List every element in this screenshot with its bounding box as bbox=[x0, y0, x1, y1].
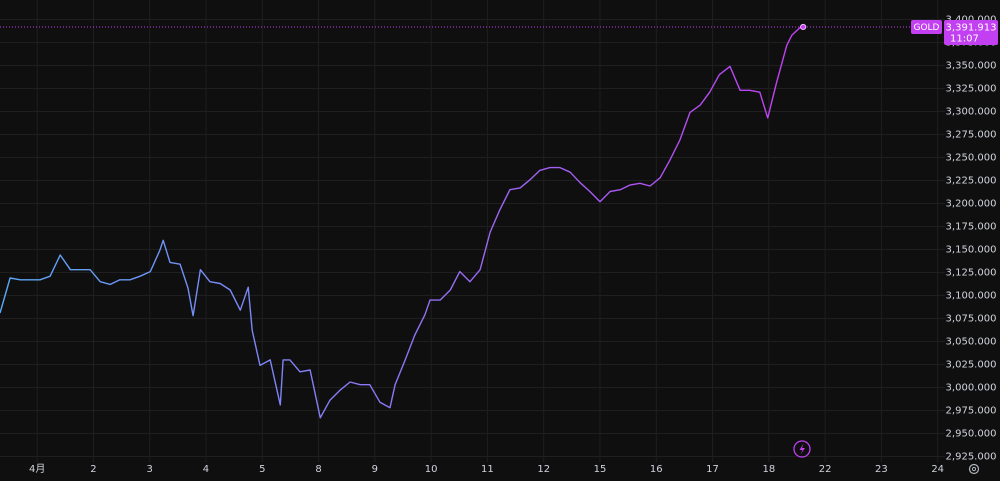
x-tick-label: 8 bbox=[315, 464, 321, 475]
y-tick-label: 3,225.000 bbox=[946, 175, 997, 186]
y-tick-label: 2,975.000 bbox=[946, 405, 997, 416]
y-tick-label: 3,150.000 bbox=[946, 244, 997, 255]
y-tick-label: 3,125.000 bbox=[946, 267, 997, 278]
y-tick-label: 3,050.000 bbox=[946, 336, 997, 347]
y-tick-label: 3,075.000 bbox=[946, 313, 997, 324]
y-tick-label: 3,000.000 bbox=[946, 382, 997, 393]
y-tick-label: 3,025.000 bbox=[946, 359, 997, 370]
price-tag bbox=[944, 19, 998, 45]
x-tick-label: 24 bbox=[931, 464, 944, 475]
symbol-tag bbox=[911, 19, 942, 34]
x-tick-label: 16 bbox=[650, 464, 663, 475]
x-tick-label: 12 bbox=[537, 464, 550, 475]
x-tick-label: 4月 bbox=[29, 463, 45, 475]
price-line bbox=[0, 26, 804, 419]
y-tick-label: 3,300.000 bbox=[946, 106, 997, 117]
x-tick-label: 10 bbox=[425, 464, 438, 475]
last-price-label: 3,391.913 bbox=[946, 22, 997, 33]
y-tick-label: 3,200.000 bbox=[946, 198, 997, 209]
x-tick-label: 4 bbox=[203, 464, 209, 475]
axis: 2,925.000 2,950.000 2,975.000 3,000.000 3,02… bbox=[29, 15, 998, 475]
grid bbox=[0, 0, 945, 462]
x-tick-label: 11 bbox=[481, 464, 494, 475]
plot bbox=[0, 23, 942, 419]
symbol-label: GOLD bbox=[913, 23, 939, 33]
x-tick-label: 5 bbox=[259, 464, 265, 475]
last-point bbox=[800, 23, 807, 31]
x-tick-label: 9 bbox=[372, 464, 378, 475]
lightning-icon[interactable] bbox=[793, 440, 811, 458]
settings-icon[interactable] bbox=[968, 463, 980, 475]
y-tick-label: 2,925.000 bbox=[946, 451, 997, 462]
x-tick-label: 2 bbox=[90, 464, 96, 475]
y-tick-label: 3,275.000 bbox=[946, 129, 997, 140]
y-tick-label: 3,250.000 bbox=[946, 152, 997, 163]
y-tick-label: 3,325.000 bbox=[946, 83, 997, 94]
x-tick-label: 18 bbox=[762, 464, 775, 475]
y-tick-label: 3,100.000 bbox=[946, 290, 997, 301]
x-tick-label: 15 bbox=[594, 464, 607, 475]
x-tick-label: 3 bbox=[147, 464, 153, 475]
y-tick-label: 3,175.000 bbox=[946, 221, 997, 232]
y-tick-label: 2,950.000 bbox=[946, 428, 997, 439]
x-tick-label: 23 bbox=[875, 464, 888, 475]
y-tick-label: 3,350.000 bbox=[946, 61, 997, 72]
countdown-label: 11:07 bbox=[950, 33, 979, 44]
x-tick-label: 17 bbox=[706, 464, 719, 475]
x-tick-label: 22 bbox=[819, 464, 832, 475]
